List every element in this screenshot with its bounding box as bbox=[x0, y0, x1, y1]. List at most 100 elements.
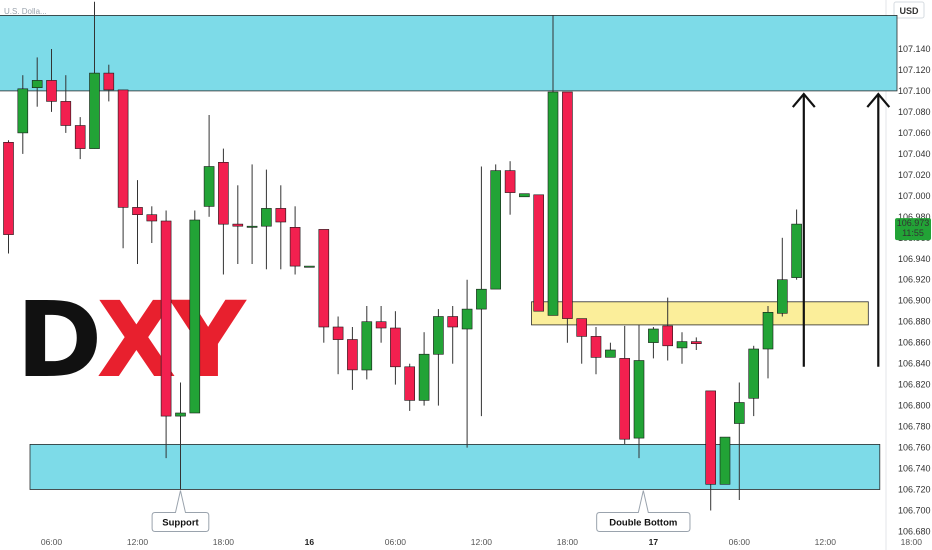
symbol-title: U.S. Dolla... bbox=[4, 7, 47, 16]
candle bbox=[791, 209, 802, 280]
price-tick-label: 107.140 bbox=[898, 44, 931, 54]
candle-body bbox=[519, 193, 530, 198]
candle-body bbox=[347, 339, 358, 371]
candle-body bbox=[662, 325, 674, 347]
candle-body bbox=[576, 318, 588, 337]
support-zone bbox=[29, 443, 881, 490]
candle bbox=[246, 164, 258, 264]
price-tick-label: 106.820 bbox=[898, 380, 931, 390]
candle-body bbox=[3, 142, 14, 235]
candle bbox=[160, 210, 172, 459]
candle bbox=[332, 316, 344, 375]
candle bbox=[590, 327, 602, 375]
time-tick-label: 17 bbox=[649, 537, 659, 547]
candle-body bbox=[648, 328, 659, 343]
price-tick-label: 106.700 bbox=[898, 506, 931, 516]
candle bbox=[547, 15, 559, 316]
candle bbox=[3, 140, 14, 254]
candle bbox=[676, 332, 688, 364]
candle-body bbox=[160, 220, 172, 417]
arrows-layer bbox=[791, 92, 891, 367]
price-tick-label: 107.060 bbox=[898, 128, 931, 138]
callout-bubble bbox=[151, 490, 210, 533]
candle-body bbox=[619, 358, 631, 440]
price-tick-label: 106.880 bbox=[898, 317, 931, 327]
candle-body bbox=[461, 308, 473, 330]
candle bbox=[576, 318, 588, 364]
candle bbox=[17, 75, 29, 154]
candle-body bbox=[418, 353, 430, 401]
watermark-prefix: D bbox=[16, 279, 97, 401]
last-price-countdown: 11:55 bbox=[902, 228, 924, 238]
price-tick-label: 106.840 bbox=[898, 359, 931, 369]
callout-bubble bbox=[596, 490, 691, 533]
candle bbox=[447, 306, 459, 364]
candle-body bbox=[275, 208, 287, 223]
last-price-value: 106.973 bbox=[897, 218, 930, 228]
candle-body bbox=[117, 89, 129, 208]
time-tick-label: 06:00 bbox=[729, 537, 751, 547]
callout-double-bottom: Double Bottom bbox=[596, 490, 691, 533]
price-tick-label: 106.680 bbox=[898, 527, 931, 537]
candle bbox=[748, 345, 760, 417]
candle-body bbox=[375, 321, 387, 329]
candle-body bbox=[203, 166, 215, 207]
candle-body bbox=[733, 402, 745, 424]
dxy-watermark: DXY bbox=[16, 279, 254, 401]
candle bbox=[117, 89, 129, 249]
candle-body bbox=[490, 170, 502, 290]
candle-body bbox=[404, 366, 416, 401]
candle bbox=[519, 193, 530, 198]
price-tick-label: 106.720 bbox=[898, 485, 931, 495]
candle bbox=[89, 1, 100, 149]
candle bbox=[175, 382, 186, 490]
time-axis[interactable]: 06:00 12:00 18:00 16 06:00 12:00 18:00 17 06:00 1… bbox=[41, 537, 922, 547]
candle-body bbox=[189, 219, 201, 414]
candle bbox=[490, 164, 502, 290]
candle-body bbox=[46, 80, 57, 102]
candle bbox=[776, 237, 788, 317]
candle bbox=[318, 229, 330, 343]
price-tick-label: 106.980 bbox=[898, 212, 931, 222]
candle-body bbox=[261, 208, 272, 227]
callout-support: Support bbox=[151, 490, 210, 533]
candles-layer bbox=[3, 1, 802, 511]
price-axis[interactable]: 107.140 107.120 107.100 107.080 107.060 107.0… bbox=[885, 0, 931, 550]
price-tick-label: 106.940 bbox=[898, 254, 931, 264]
watermark-suffix: XY bbox=[96, 279, 247, 401]
candle bbox=[103, 64, 115, 102]
candle bbox=[375, 306, 387, 343]
candle-body bbox=[132, 207, 143, 215]
price-tick-label: 106.800 bbox=[898, 401, 931, 411]
candle bbox=[533, 194, 545, 312]
candle-body bbox=[590, 336, 602, 358]
candle bbox=[461, 279, 473, 448]
target-arrow bbox=[791, 92, 816, 367]
candle-body bbox=[705, 390, 717, 485]
resistance-zone bbox=[0, 14, 898, 92]
price-tick-label: 106.900 bbox=[898, 296, 931, 306]
candle-body bbox=[390, 327, 401, 368]
price-tick-label: 107.040 bbox=[898, 149, 931, 159]
time-tick-label: 12:00 bbox=[127, 537, 149, 547]
candle bbox=[476, 166, 487, 417]
price-tick-label: 106.920 bbox=[898, 275, 931, 285]
callout-label: Support bbox=[162, 518, 199, 529]
candle bbox=[605, 342, 616, 358]
candle-body bbox=[547, 91, 559, 316]
candle bbox=[304, 265, 315, 268]
price-tick-label: 106.760 bbox=[898, 443, 931, 453]
candle-body bbox=[304, 265, 315, 268]
candle bbox=[762, 306, 774, 379]
candle-body bbox=[146, 214, 158, 222]
candle-body bbox=[562, 91, 573, 319]
candle bbox=[690, 337, 702, 350]
last-price-marker: 106.973 11:55 bbox=[895, 218, 931, 241]
candle bbox=[404, 363, 416, 411]
candle bbox=[218, 148, 229, 275]
candle bbox=[275, 185, 287, 270]
price-tick-label: 106.740 bbox=[898, 464, 931, 474]
candle bbox=[562, 91, 573, 343]
candle-body bbox=[433, 316, 444, 355]
